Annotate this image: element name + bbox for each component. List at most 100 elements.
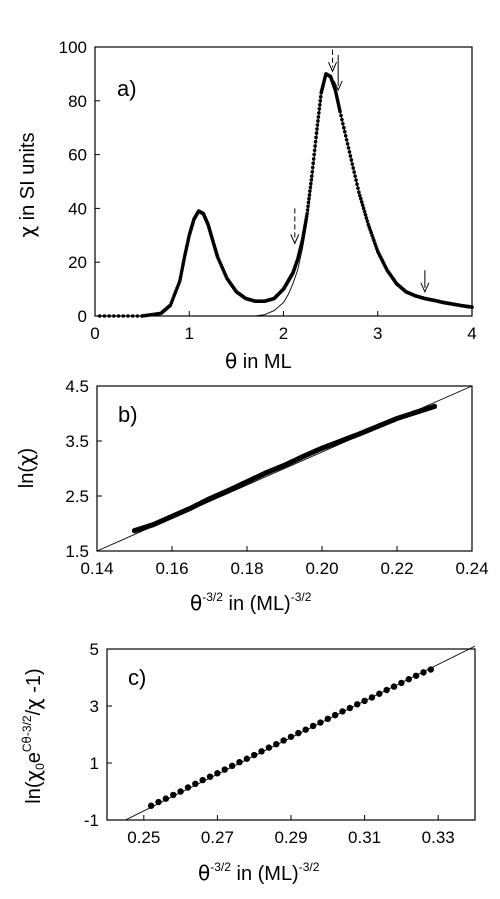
a-xtick-label: 1 (185, 324, 194, 343)
panel-c-data-point (221, 766, 228, 773)
panel-a-data-point (121, 314, 126, 318)
c-ytick-label: 1 (90, 754, 99, 773)
panel-c-data-point (177, 788, 184, 795)
panel-c-data-point (376, 690, 383, 697)
a-xtick-label: 3 (373, 324, 382, 343)
panel-c-data-point (339, 708, 346, 715)
panel-c-series (147, 666, 435, 809)
b-ytick-label: 3.5 (65, 432, 89, 451)
panel-c-data-point (184, 784, 192, 791)
c-ytick-label: -1 (84, 811, 99, 830)
panel-c-data-point (354, 701, 361, 708)
panel-a-data-point (107, 314, 111, 318)
panel-c-label: c) (128, 665, 146, 690)
panel-b-frame (96, 385, 473, 552)
c-xtick-label: 0.33 (422, 828, 455, 847)
a-xtick-label: 2 (279, 324, 288, 343)
panel-a-arrow-head (290, 234, 300, 245)
a-ytick-label: 40 (68, 199, 87, 218)
panel-b: 0.14 0.16 0.18 0.20 0.22 0.24 1.5 2.5 3.5 4.5 b)… (14, 377, 489, 615)
panel-a: 0 1 2 3 4 0 20 40 60 80 100 a) θ in ML χ in SI un… (15, 38, 477, 373)
panel-c-data-point (302, 726, 309, 733)
panel-c-data-point (427, 666, 435, 673)
panel-c-data-point (206, 773, 214, 780)
panel-c-data-point (162, 795, 170, 802)
panel-a-data-point (116, 314, 121, 318)
panel-a-data-point (312, 148, 317, 153)
panel-a-data-point (313, 139, 318, 144)
panel-b-ylabel: ln(χ) (14, 448, 38, 488)
panel-a-label: a) (117, 76, 137, 101)
panel-a-data-point (310, 170, 315, 174)
panel-c-data-point (192, 780, 199, 788)
panel-a-frame (94, 46, 473, 317)
panel-c-data-point (412, 672, 420, 679)
panel-a-arrow-head (420, 282, 430, 294)
b-xtick-label: 0.18 (230, 559, 263, 578)
panel-a-data-point (126, 314, 130, 318)
c-ytick-label: 3 (90, 697, 99, 716)
panel-c-data-point (368, 694, 376, 701)
panel-a-data-point (135, 314, 140, 318)
panel-a-annotations (290, 49, 430, 294)
panel-c-data-point (251, 751, 258, 759)
panel-b-y-ticks: 1.5 2.5 3.5 4.5 (65, 377, 102, 561)
panel-c-data-point (236, 758, 243, 766)
panel-c-data-point (258, 748, 265, 755)
panel-c-data-point (273, 740, 280, 748)
c-xtick-label: 0.27 (201, 828, 234, 847)
panel-c-data-point (170, 791, 177, 799)
b-xtick-label: 0.16 (155, 559, 188, 578)
panel-c-data-point (331, 711, 339, 719)
panel-a-data-point (309, 174, 314, 178)
b-xtick-label: 0.20 (305, 559, 338, 578)
a-ytick-label: 60 (68, 146, 87, 165)
panel-a-xlabel: θ in ML (225, 349, 292, 373)
panel-a-data-point (314, 131, 319, 135)
panel-a-arrow-head (333, 80, 343, 92)
panel-b-x-ticks: 0.14 0.16 0.18 0.20 0.22 0.24 (80, 546, 489, 578)
panel-c-data-point (155, 798, 162, 806)
panel-a-arrow-head (328, 62, 337, 73)
panel-a-data-point (130, 314, 135, 318)
panel-c-data-point (309, 722, 317, 730)
panel-c-data-point (390, 683, 398, 690)
panel-c-data-point (228, 762, 236, 770)
panel-a-data-point (310, 165, 315, 170)
panel-a-data-point (314, 135, 318, 140)
panel-c-data-point (280, 737, 287, 744)
a-xtick-label: 0 (90, 324, 99, 343)
panel-b-label: b) (118, 402, 138, 427)
b-xtick-label: 0.14 (80, 559, 113, 578)
panel-a-data-point (470, 305, 474, 309)
panel-b-xlabel: θ-3/2 in (ML)-3/2 (190, 590, 312, 615)
panel-c-xlabel: θ-3/2 in (ML)-3/2 (198, 860, 320, 885)
c-xtick-label: 0.25 (127, 828, 160, 847)
panel-c-data-point (361, 697, 368, 705)
panel-a-data-point (102, 314, 107, 318)
panel-a-fit-curve (255, 73, 473, 317)
panel-c-data-point (265, 744, 273, 751)
panel-c-data-point (243, 755, 251, 762)
panel-c: 0.25 0.27 0.29 0.31 0.33 -1 1 3 5 c) θ-3/2 in (… (20, 640, 476, 885)
panel-c-data-point (420, 669, 427, 676)
panel-a-ylabel: χ in SI units (15, 133, 39, 238)
b-ytick-label: 1.5 (65, 542, 89, 561)
a-xtick-label: 4 (467, 324, 476, 343)
b-ytick-label: 2.5 (65, 487, 89, 506)
b-xtick-label: 0.24 (455, 559, 488, 578)
panel-c-x-ticks: 0.25 0.27 0.29 0.31 0.33 (127, 815, 455, 847)
panel-a-data-point (311, 161, 315, 166)
c-ytick-label: 5 (90, 640, 99, 659)
panel-a-data-point (311, 157, 316, 161)
panel-c-data-point (405, 676, 412, 683)
a-ytick-label: 0 (78, 307, 87, 326)
a-ytick-label: 80 (68, 92, 87, 111)
panel-c-data-point (199, 776, 206, 784)
a-ytick-label: 20 (68, 253, 87, 272)
panel-b-series (131, 403, 438, 534)
panel-c-data-point (147, 802, 155, 809)
panel-c-data-point (346, 704, 354, 712)
panel-a-y-ticks: 0 20 40 60 80 100 (59, 38, 100, 326)
